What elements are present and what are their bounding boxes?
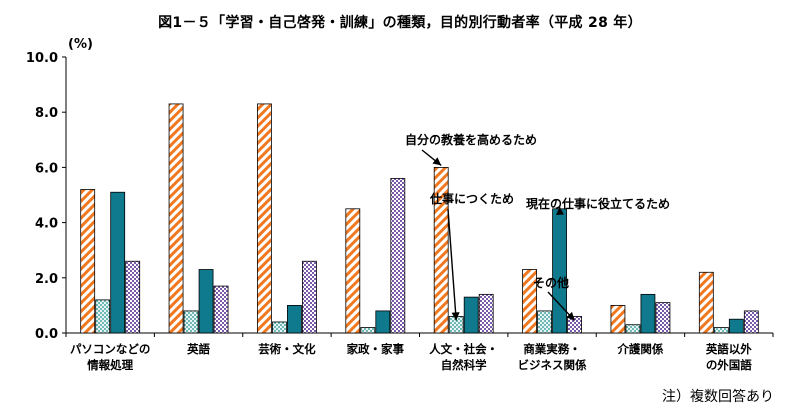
- category-label: 介護関係: [616, 342, 663, 356]
- category-label: 情報処理: [86, 358, 133, 372]
- bar-3-0: [125, 260, 141, 334]
- bar-0-6: [610, 304, 626, 334]
- category-label: 英語以外: [705, 342, 752, 356]
- annotation-arrow-head: [451, 312, 460, 321]
- bar-1-0: [95, 299, 111, 334]
- bar-0-5: [522, 269, 537, 334]
- category-label: の外国語: [706, 358, 752, 372]
- bar-3-3: [390, 178, 406, 334]
- annotation-label: 現在の仕事に役立てるため: [526, 196, 670, 211]
- bar-3-6: [655, 302, 671, 334]
- bar-3-2: [302, 260, 317, 334]
- bar-2-4: [463, 296, 479, 334]
- bar-2-7: [728, 318, 744, 334]
- bar-3-5: [567, 316, 582, 334]
- annotation-arrow-line: [447, 208, 457, 321]
- category-label: ビジネス関係: [518, 358, 587, 372]
- bar-0-0: [80, 189, 96, 334]
- y-tick-label: 2.0: [35, 272, 58, 287]
- bar-2-2: [287, 304, 302, 334]
- y-tick-label: 8.0: [35, 106, 58, 121]
- bar-2-5: [552, 208, 567, 334]
- bar-3-1: [213, 285, 229, 334]
- category-label: 商業実務・: [523, 342, 581, 356]
- y-tick-label: 0.0: [35, 327, 58, 342]
- bars: [80, 103, 759, 334]
- bar-2-1: [198, 269, 214, 334]
- y-tick-label: 4.0: [35, 217, 58, 232]
- footnote: 注）複数回答あり: [662, 389, 774, 405]
- category-label: 英語: [186, 342, 210, 356]
- annotation-label: 自分の教養を高めるため: [405, 132, 537, 147]
- category-label: 家政・家事: [347, 342, 405, 356]
- bar-1-1: [183, 310, 199, 334]
- bar-1-6: [625, 324, 641, 334]
- bar-0-4: [433, 166, 449, 334]
- bar-3-7: [743, 310, 759, 334]
- chart-title: 図1－５「学習・自己啓発・訓練」の種類，目的別行動者率（平成 28 年）: [158, 15, 642, 31]
- bar-1-5: [537, 310, 552, 334]
- annotation-label: その他: [533, 275, 569, 290]
- bar-2-3: [375, 310, 391, 334]
- bar-3-4: [478, 293, 494, 334]
- y-tick-label: 6.0: [35, 161, 58, 176]
- bar-1-2: [272, 321, 287, 334]
- bar-0-1: [168, 103, 184, 334]
- annotation-label: 仕事につくため: [429, 191, 514, 206]
- bar-0-3: [345, 208, 361, 334]
- category-label: パソコンなどの: [70, 342, 151, 356]
- annotation-arrow-head: [432, 157, 442, 166]
- bar-2-6: [640, 293, 656, 334]
- category-label: 芸術・文化: [258, 342, 316, 356]
- annotation-arrow-head: [566, 311, 575, 321]
- annotation-arrow-head: [556, 206, 565, 216]
- bar-1-7: [713, 327, 729, 334]
- bar-0-7: [698, 271, 714, 334]
- bar-0-2: [257, 103, 272, 334]
- y-tick-label: 10.0: [26, 51, 58, 66]
- bar-2-0: [110, 191, 126, 334]
- bar-1-3: [360, 327, 376, 334]
- category-label: 人文・社会・: [429, 342, 498, 356]
- category-label: 自然科学: [441, 358, 487, 372]
- y-axis-label: (%): [68, 37, 93, 52]
